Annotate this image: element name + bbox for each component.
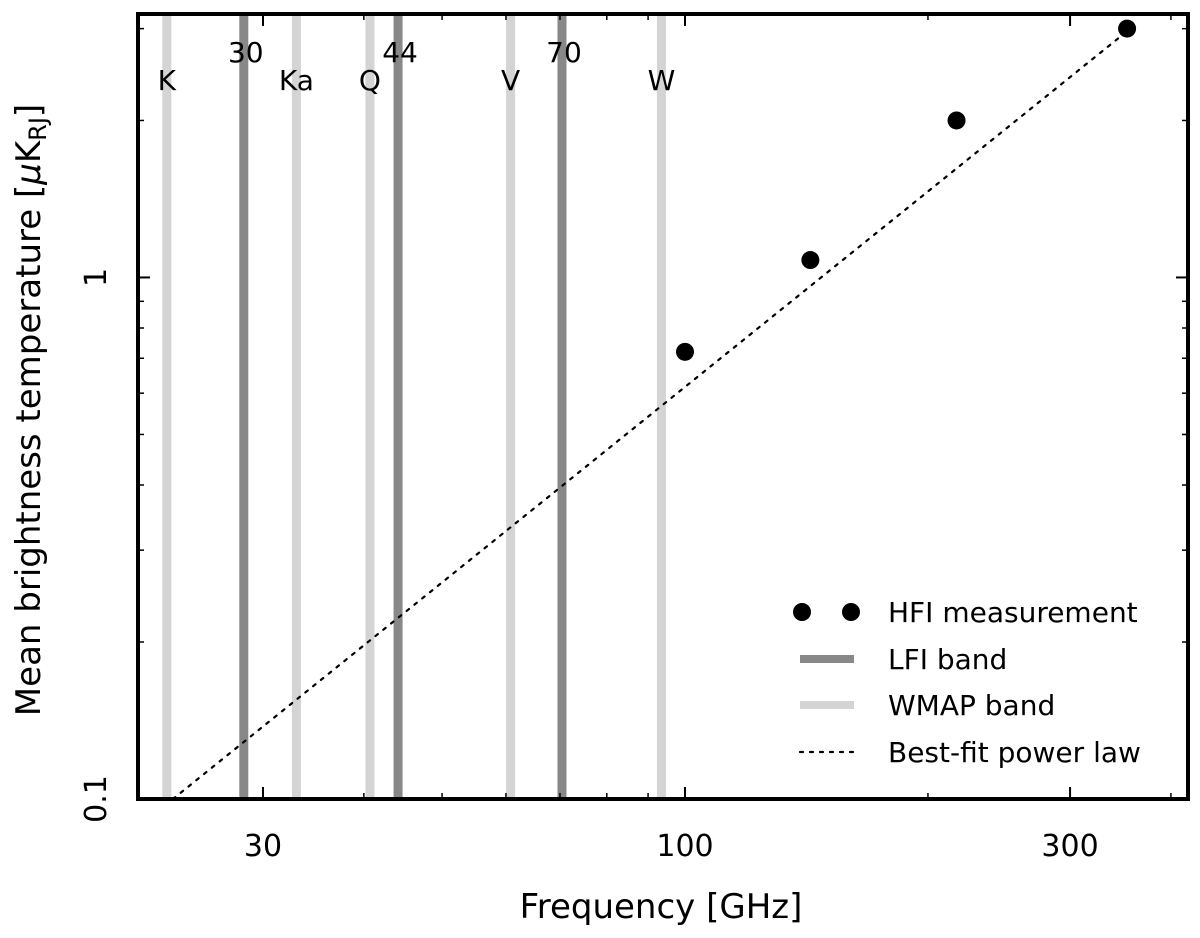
lfi-band-label-44: 44: [382, 36, 418, 69]
legend: HFI measurement LFI band WMAP band Best-fit…: [793, 596, 1141, 769]
legend-marker-left: [793, 603, 811, 621]
x-tick-label: 300: [1041, 829, 1098, 864]
band-label-layer: K Ka Q V W 30 44 70: [158, 36, 676, 97]
tick-layer: 30 100 300 0.1 1: [79, 14, 1188, 864]
y-axis-label: Mean brightness temperature [μKRJ]: [9, 104, 52, 716]
lfi-band-label-30: 30: [228, 36, 264, 69]
y-axis-label-main: Mean brightness temperature [: [9, 185, 49, 716]
y-axis-label-close: ]: [9, 104, 49, 117]
wmap-band-label-k: K: [158, 64, 177, 97]
bands-layer: [162, 14, 666, 799]
legend-label-lfi-band: LFI band: [888, 643, 1007, 676]
y-axis-label-unit: K: [9, 139, 49, 163]
legend-label-best-fit-power-law: Best-fit power law: [888, 736, 1141, 769]
wmap-band-label-q: Q: [359, 64, 381, 97]
wmap-band-label-ka: Ka: [279, 64, 314, 97]
lfi-band-label-70: 70: [546, 36, 582, 69]
fit-layer: [171, 23, 1138, 801]
plot-frame: [136, 12, 1190, 801]
y-tick-label: 1: [79, 268, 114, 287]
wmap-band-label-w: W: [648, 64, 676, 97]
y-axis-label-subscript: RJ: [24, 117, 52, 141]
hfi-measurement-point-1: [676, 342, 695, 361]
legend-label-hfi-measurement: HFI measurement: [888, 596, 1138, 629]
y-axis-label-mu: μ: [9, 163, 49, 186]
legend-label-wmap-band: WMAP band: [888, 689, 1055, 722]
hfi-measurement-point-2: [801, 251, 820, 270]
marker-layer: [676, 19, 1137, 361]
y-tick-label: 0.1: [79, 775, 114, 823]
wmap-band-label-v: V: [501, 64, 520, 97]
x-tick-label: 100: [656, 829, 713, 864]
hfi-measurement-point-3: [947, 111, 966, 130]
hfi-measurement-point-4: [1118, 19, 1137, 38]
legend-marker-right: [842, 603, 860, 621]
x-axis-label: Frequency [GHz]: [520, 887, 803, 927]
best-fit-power-law-line: [171, 23, 1138, 801]
x-tick-label: 30: [244, 829, 282, 864]
